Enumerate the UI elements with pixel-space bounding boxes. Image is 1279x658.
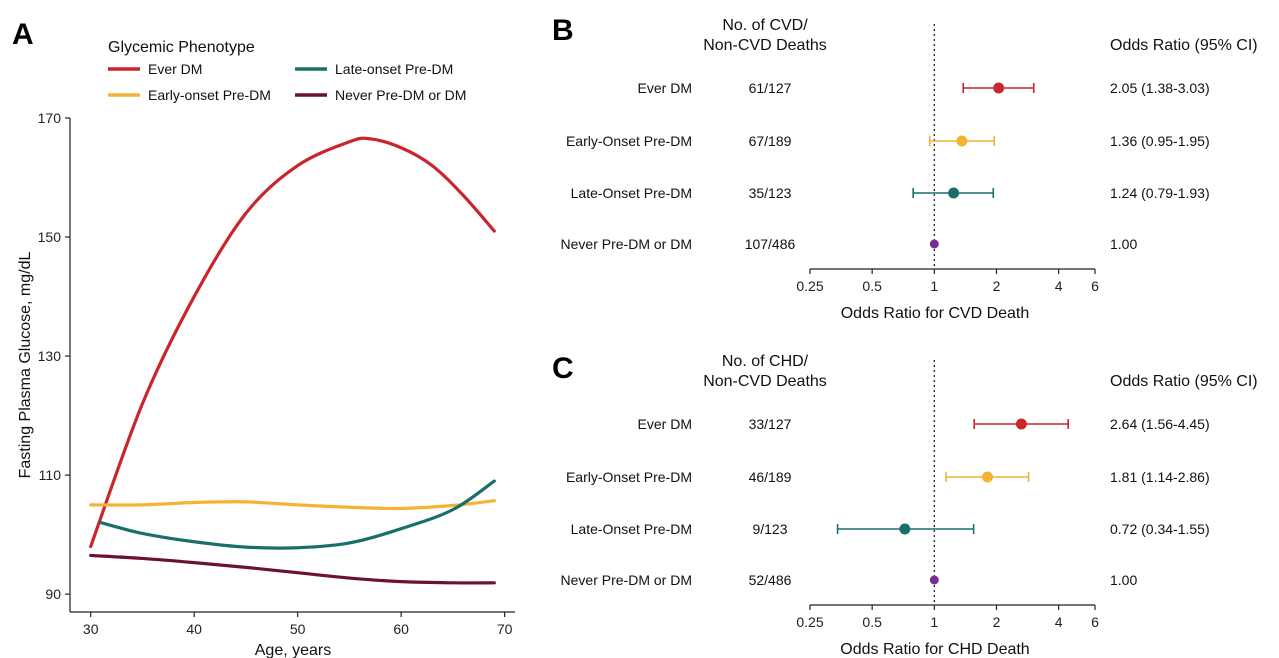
x-tick-label: 1 [930, 614, 938, 630]
x-axis-title-c: Odds Ratio for CHD Death [840, 641, 1029, 658]
or-point [1015, 418, 1027, 430]
row-deaths: 67/189 [749, 133, 792, 149]
row-deaths: 33/127 [749, 416, 792, 432]
deaths-header-line2-c: Non-CVD Deaths [703, 373, 827, 390]
x-tick-label: 1 [930, 278, 938, 294]
series-line-2 [99, 479, 496, 550]
y-tick-label: 110 [39, 467, 62, 483]
row-or-ci: 2.05 (1.38-3.03) [1110, 80, 1210, 96]
row-deaths: 46/189 [749, 469, 792, 485]
legend-entry-1: Early-onset Pre-DM [148, 87, 271, 103]
row-or-ci: 1.00 [1110, 236, 1137, 252]
x-tick-label: 50 [290, 621, 306, 637]
series-line-0 [89, 136, 496, 549]
row-or-ci: 1.00 [1110, 572, 1137, 588]
or-point [929, 575, 939, 585]
or-point [956, 135, 968, 147]
or-header-c: Odds Ratio (95% CI) [1110, 373, 1258, 390]
y-tick-label: 150 [38, 229, 62, 245]
panel-c: C No. of CHD/ Non-CVD Deaths Odds Ratio … [552, 352, 1258, 658]
or-point [993, 82, 1005, 94]
axis-ticks: 30 40 50 60 70 90 110 130 150 170 [38, 110, 513, 637]
y-tick-label: 90 [45, 586, 61, 602]
y-tick-label: 130 [38, 348, 62, 364]
x-tick-label: 2 [993, 614, 1001, 630]
deaths-header-line2: Non-CVD Deaths [703, 37, 827, 54]
row-or-ci: 1.36 (0.95-1.95) [1110, 133, 1210, 149]
series-line-3 [89, 553, 496, 585]
legend-title: Glycemic Phenotype [108, 39, 255, 56]
row-deaths: 107/486 [745, 236, 796, 252]
legend-entry-2: Late-onset Pre-DM [335, 61, 453, 77]
x-tick-label: 0.25 [796, 614, 823, 630]
row-deaths: 9/123 [752, 521, 787, 537]
x-tick-label: 40 [186, 621, 202, 637]
row-label: Never Pre-DM or DM [561, 236, 692, 252]
forest-plot-b: 0.25 0.5 1 2 4 6 Ever DM 61/127 2.05 (1.38-3.03)… [561, 24, 1210, 294]
x-tick-label: 60 [393, 621, 409, 637]
row-or-ci: 0.72 (0.34-1.55) [1110, 521, 1210, 537]
panel-b: B No. of CVD/ Non-CVD Deaths Odds Ratio … [552, 14, 1258, 322]
legend-entry-0: Ever DM [148, 61, 202, 77]
x-tick-label: 4 [1055, 278, 1063, 294]
or-point [929, 239, 939, 249]
row-label: Ever DM [638, 80, 692, 96]
row-label: Late-Onset Pre-DM [571, 185, 692, 201]
row-or-ci: 1.24 (0.79-1.93) [1110, 185, 1210, 201]
x-axis-title-b: Odds Ratio for CVD Death [841, 305, 1030, 322]
panel-c-label: C [552, 352, 574, 385]
x-tick-label: 0.5 [862, 278, 882, 294]
row-label: Never Pre-DM or DM [561, 572, 692, 588]
series-lines [89, 136, 496, 585]
or-point [899, 523, 911, 535]
forest-plot-c: 0.25 0.5 1 2 4 6 Ever DM 33/127 2.64 (1.56-4.45)… [561, 360, 1210, 630]
panel-a: A Glycemic Phenotype Ever DM Early-onset … [12, 18, 515, 658]
x-tick-label: 70 [497, 621, 513, 637]
row-or-ci: 2.64 (1.56-4.45) [1110, 416, 1210, 432]
legend: Ever DM Early-onset Pre-DM Late-onset Pre-… [108, 61, 466, 103]
y-tick-label: 170 [38, 110, 62, 126]
x-tick-label: 4 [1055, 614, 1063, 630]
row-label: Ever DM [638, 416, 692, 432]
deaths-header-line1-c: No. of CHD/ [722, 353, 809, 370]
panel-a-label: A [12, 18, 34, 51]
x-axis-title: Age, years [255, 642, 331, 658]
or-point [982, 471, 994, 483]
or-point [948, 187, 960, 199]
x-tick-label: 6 [1091, 278, 1099, 294]
series-line-1 [89, 499, 496, 511]
x-tick-label: 0.5 [862, 614, 882, 630]
or-header: Odds Ratio (95% CI) [1110, 37, 1258, 54]
row-or-ci: 1.81 (1.14-2.86) [1110, 469, 1210, 485]
panel-b-label: B [552, 14, 574, 47]
legend-entry-3: Never Pre-DM or DM [335, 87, 466, 103]
row-label: Late-Onset Pre-DM [571, 521, 692, 537]
row-deaths: 35/123 [749, 185, 792, 201]
y-axis-title: Fasting Plasma Glucose, mg/dL [17, 252, 34, 479]
row-label: Early-Onset Pre-DM [566, 469, 692, 485]
row-deaths: 61/127 [749, 80, 792, 96]
row-label: Early-Onset Pre-DM [566, 133, 692, 149]
x-tick-label: 6 [1091, 614, 1099, 630]
x-tick-label: 30 [83, 621, 99, 637]
x-tick-label: 0.25 [796, 278, 823, 294]
row-deaths: 52/486 [749, 572, 792, 588]
deaths-header-line1: No. of CVD/ [722, 17, 808, 34]
x-tick-label: 2 [993, 278, 1001, 294]
